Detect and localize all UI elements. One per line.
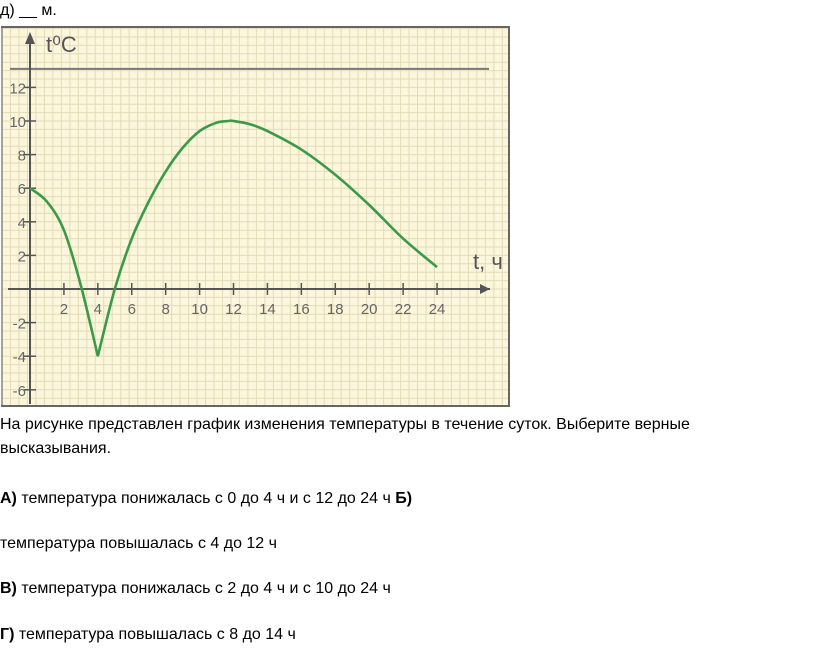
y-tick-label: 10 — [9, 114, 26, 131]
option-a[interactable]: А) температура понижалась с 0 до 4 ч и с… — [0, 490, 412, 508]
x-axis-label: t, ч — [473, 249, 503, 274]
y-tick-label: 8 — [18, 148, 26, 165]
x-tick-label: 18 — [327, 301, 344, 318]
option-a-letter: А) — [0, 490, 17, 507]
x-tick-label: 20 — [361, 301, 378, 318]
x-tick-label: 24 — [429, 301, 446, 318]
y-axis-arrow — [25, 32, 35, 44]
x-tick-label: 6 — [128, 301, 136, 318]
y-tick-label: 12 — [9, 80, 26, 97]
question-text-line2: высказывания. — [0, 440, 112, 457]
x-tick-label: 16 — [293, 301, 310, 318]
temperature-line — [29, 119, 438, 357]
option-b-letter: Б) — [395, 490, 413, 507]
x-axis-arrow — [480, 284, 490, 294]
option-v-text: температура понижалась с 2 до 4 ч и с 10… — [16, 580, 391, 597]
x-tick-label: 10 — [191, 301, 208, 318]
x-tick-label: 4 — [94, 301, 102, 318]
y-tick-label: -2 — [13, 316, 26, 333]
option-a-text: температура понижалась с 0 до 4 ч и с 12… — [16, 490, 396, 507]
x-tick-label: 8 — [162, 301, 170, 318]
option-g-text: температура повышалась с 8 до 14 ч — [14, 626, 296, 643]
option-b[interactable]: температура повышалась с 4 до 12 ч — [0, 535, 277, 553]
y-tick-label: 2 — [18, 248, 26, 265]
y-axis-label: t⁰C — [46, 32, 77, 57]
x-tick-label: 14 — [259, 301, 276, 318]
option-g[interactable]: Г) температура повышалась с 8 до 14 ч — [0, 626, 296, 644]
x-tick-label: 22 — [395, 301, 412, 318]
option-g-letter: Г) — [0, 626, 15, 643]
option-b-text: температура повышалась с 4 до 12 ч — [0, 535, 277, 552]
y-tick-label: 6 — [18, 181, 26, 198]
option-v-letter: В) — [0, 580, 17, 597]
y-tick-label: -6 — [13, 383, 26, 400]
x-tick-label: 12 — [225, 301, 242, 318]
question-text-line1: На рисунке представлен график изменения … — [0, 416, 690, 433]
option-v[interactable]: В) температура понижалась с 2 до 4 ч и с… — [0, 580, 391, 598]
header-text: д) __ м. — [0, 2, 57, 19]
y-tick-label: -4 — [13, 349, 26, 366]
y-tick-label: 4 — [18, 215, 26, 232]
x-tick-label: 2 — [60, 301, 68, 318]
